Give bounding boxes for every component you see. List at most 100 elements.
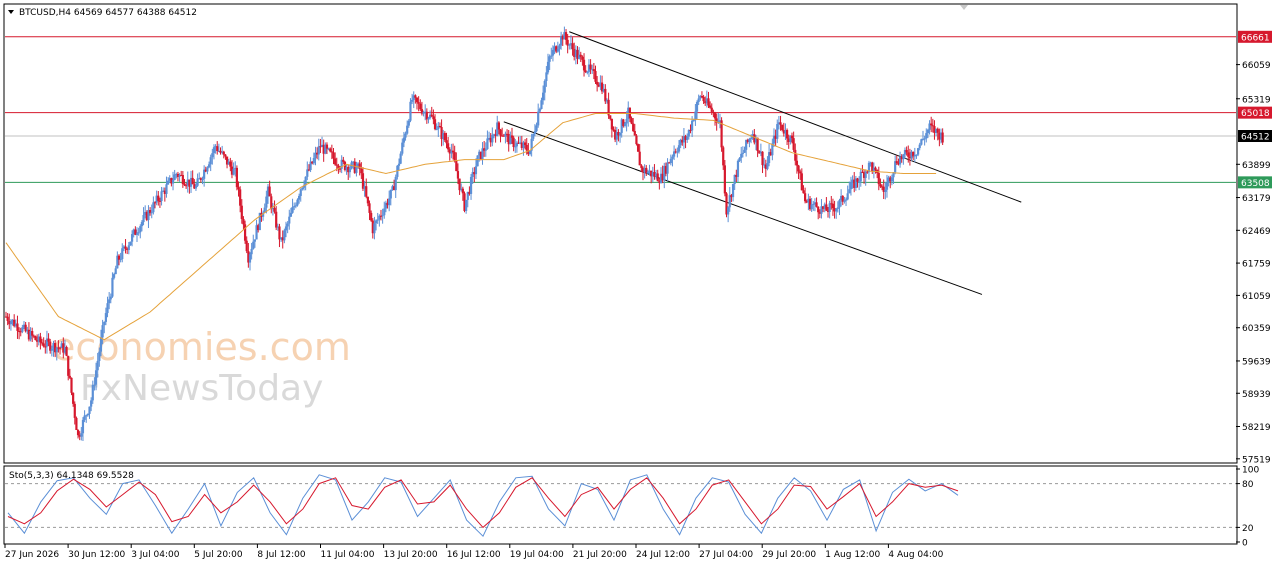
- candle: [727, 206, 730, 223]
- symbol-menu-icon[interactable]: [8, 10, 14, 14]
- candle: [620, 118, 623, 138]
- candle: [489, 133, 492, 147]
- chart-shift-marker[interactable]: [960, 5, 968, 10]
- candle: [923, 135, 926, 146]
- candle: [835, 208, 838, 219]
- candle: [869, 161, 872, 167]
- candle: [664, 162, 668, 177]
- candle: [374, 219, 378, 231]
- candle: [815, 197, 818, 208]
- candle: [925, 128, 928, 143]
- candle: [21, 324, 24, 334]
- candle: [486, 130, 489, 150]
- stoch-y-tick-label: 20: [1242, 524, 1254, 534]
- y-tick-label: 58219: [1242, 423, 1271, 433]
- candle: [8, 313, 11, 330]
- price-axis: 66059 65319 63899 63179 62469 61759 61059 60359…: [1236, 61, 1271, 465]
- candle: [409, 98, 412, 123]
- candle: [371, 218, 374, 239]
- candle: [119, 252, 122, 263]
- candle: [501, 127, 504, 137]
- candle: [289, 207, 293, 218]
- candle: [91, 380, 94, 404]
- candle: [504, 131, 507, 144]
- candle: [199, 177, 202, 183]
- candle: [212, 144, 216, 160]
- candle: [535, 122, 538, 133]
- candle: [106, 296, 109, 318]
- candle: [813, 198, 817, 212]
- candle: [235, 165, 238, 191]
- candle: [399, 151, 402, 165]
- candle: [712, 109, 715, 118]
- candle: [4, 311, 8, 318]
- candle: [804, 187, 807, 204]
- candle: [316, 147, 319, 160]
- candle: [817, 206, 820, 220]
- candle: [219, 147, 222, 155]
- candle: [122, 244, 125, 252]
- candle: [548, 54, 551, 71]
- candle: [112, 272, 116, 280]
- candle: [874, 166, 877, 174]
- y-tick-label: 65319: [1242, 95, 1271, 105]
- candle: [822, 206, 825, 213]
- candle: [370, 210, 373, 222]
- candle: [352, 160, 355, 170]
- candle: [389, 189, 392, 206]
- candle: [858, 176, 861, 191]
- candle: [466, 191, 469, 208]
- candle: [42, 337, 45, 348]
- stochastic-info: Sto(5,3,3) 64.1348 69.5528: [9, 471, 134, 481]
- y-tick-label: 57519: [1242, 455, 1271, 465]
- candle: [823, 202, 826, 213]
- trendline[interactable]: [503, 121, 983, 295]
- candle: [551, 45, 555, 62]
- candle: [599, 75, 602, 91]
- candle: [556, 41, 559, 53]
- candle: [361, 167, 365, 191]
- candle: [772, 128, 776, 147]
- candle: [36, 334, 39, 348]
- candle: [65, 345, 68, 357]
- candle: [625, 111, 628, 132]
- candle: [291, 198, 294, 214]
- candle: [512, 135, 515, 152]
- candle: [887, 175, 890, 187]
- y-tick-label: 66059: [1242, 61, 1271, 71]
- candle: [604, 84, 607, 105]
- candle: [429, 110, 432, 120]
- candle: [563, 26, 566, 40]
- candle: [134, 226, 137, 236]
- candle: [227, 158, 230, 165]
- trendline[interactable]: [569, 31, 1022, 203]
- candle: [217, 143, 220, 152]
- candle: [758, 150, 761, 154]
- candle: [81, 417, 85, 442]
- candle: [144, 205, 147, 219]
- x-tick-label: 21 Jul 20:00: [573, 550, 627, 560]
- candle: [283, 228, 286, 244]
- candle: [705, 90, 708, 108]
- candle: [257, 223, 260, 233]
- candle: [743, 146, 746, 154]
- candle: [93, 377, 96, 391]
- candle: [203, 165, 206, 187]
- candle: [186, 171, 189, 193]
- candle: [810, 198, 813, 213]
- candle: [928, 120, 931, 135]
- candle: [546, 53, 550, 75]
- candle: [373, 216, 376, 240]
- candle: [802, 185, 805, 194]
- candle: [356, 162, 360, 169]
- candle: [514, 139, 517, 153]
- candle: [90, 397, 93, 412]
- candle: [558, 43, 561, 56]
- candle: [789, 135, 792, 145]
- candle: [474, 158, 478, 179]
- candle: [463, 191, 466, 213]
- candle: [938, 128, 941, 147]
- candle: [155, 190, 158, 206]
- candle: [330, 144, 333, 160]
